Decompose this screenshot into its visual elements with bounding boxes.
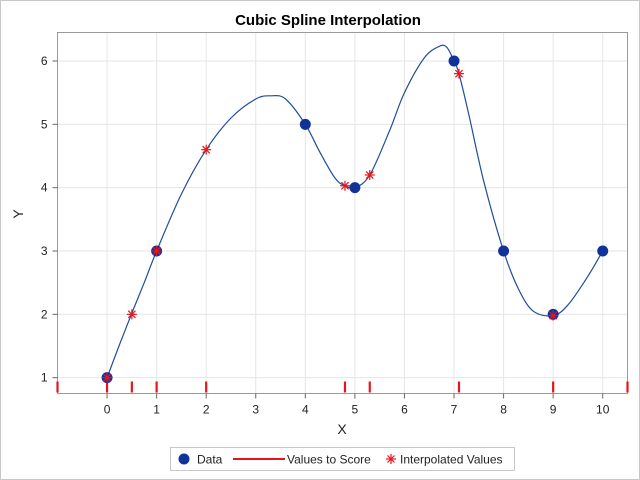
legend-box [170,447,515,471]
x-axis-label: X [337,421,347,437]
x-tick-label: 6 [401,403,408,417]
data-point [299,118,311,130]
x-tick-label: 7 [451,403,458,417]
x-tick-label: 0 [104,403,111,417]
y-tick-label: 4 [41,181,48,195]
y-tick-label: 3 [41,244,48,258]
interpolated-point [548,310,559,321]
x-tick-label: 8 [500,403,507,417]
y-tick-label: 6 [41,54,48,68]
interpolated-point [364,170,375,180]
y-tick-label: 5 [41,117,48,131]
data-point [448,55,460,67]
interpolated-point [453,68,464,79]
legend-interp-marker [386,454,396,464]
legend: Data Values to Score Interpolated Values [170,447,515,471]
y-tick-label: 1 [41,371,48,385]
x-tick-label: 9 [550,403,557,417]
x-tick-label: 4 [302,403,309,417]
interpolated-point [339,180,350,191]
y-axis-label: Y [10,209,26,219]
interpolated-point [201,144,212,155]
axes: 0 1 2 3 4 5 6 7 8 9 10 1 2 3 4 5 6 [41,54,610,417]
x-tick-label: 1 [153,403,160,417]
x-tick-label: 10 [596,403,610,417]
x-tick-label: 5 [352,403,359,417]
grid [57,32,628,394]
legend-data-marker [178,453,190,465]
interpolated-markers [102,68,559,383]
plot-frame [57,32,628,394]
data-point [597,245,609,257]
values-to-score-rug [56,381,629,393]
interpolated-point [126,309,137,320]
x-tick-label: 3 [252,403,259,417]
data-point [349,182,361,194]
chart-title: Cubic Spline Interpolation [235,12,421,29]
x-tick-label: 2 [203,403,210,417]
legend-data-label: Data [197,453,223,467]
legend-score-label: Values to Score [287,453,371,467]
legend-interp-label: Interpolated Values [400,453,503,467]
interpolated-point [151,246,162,256]
data-point [498,245,510,257]
y-tick-label: 2 [41,307,48,321]
interpolated-point [102,372,113,383]
